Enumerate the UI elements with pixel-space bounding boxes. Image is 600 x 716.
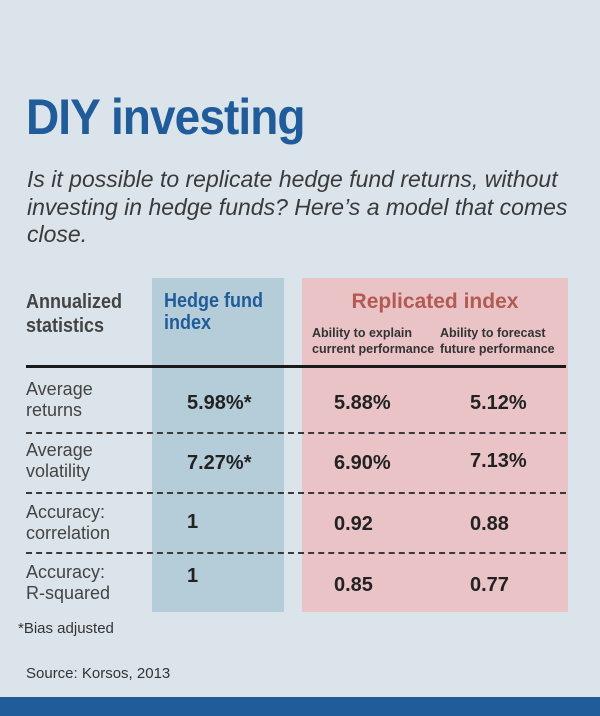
table-cell: 5.98%* bbox=[187, 392, 252, 414]
row-label-line2: returns bbox=[26, 399, 83, 420]
hedge-fund-header: Hedge fund index bbox=[164, 290, 263, 334]
explain-subheader: Ability to explain current performance bbox=[312, 326, 434, 357]
forecast-subheader-line1: Ability to forecast bbox=[440, 326, 546, 340]
table-cell: 0.85 bbox=[334, 574, 373, 596]
page-subtitle: Is it possible to replicate hedge fund r… bbox=[27, 166, 568, 248]
row-header-line2: statistics bbox=[26, 315, 105, 337]
forecast-subheader-line2: future performance bbox=[440, 341, 555, 356]
row-label-average-returns: Average returns bbox=[26, 379, 93, 420]
replicated-column-background bbox=[302, 278, 568, 612]
table-cell: 0.92 bbox=[334, 513, 373, 535]
row-divider bbox=[26, 552, 566, 554]
table-cell: 1 bbox=[187, 511, 199, 533]
row-divider bbox=[26, 432, 566, 434]
table-cell: 5.12% bbox=[470, 392, 527, 414]
row-label-line2: volatility bbox=[26, 460, 91, 481]
footnote: *Bias adjusted bbox=[18, 620, 114, 637]
source-note: Source: Korsos, 2013 bbox=[26, 665, 171, 682]
row-header-line1: Annualized bbox=[26, 291, 123, 313]
explain-subheader-line1: Ability to explain bbox=[312, 326, 413, 340]
table-cell: 7.27%* bbox=[187, 452, 252, 474]
row-label-line1: Average bbox=[26, 379, 93, 399]
bottom-bar bbox=[0, 697, 600, 716]
row-label-average-volatility: Average volatility bbox=[26, 440, 93, 481]
table-cell: 7.13% bbox=[470, 450, 527, 472]
replicated-index-header: Replicated index bbox=[351, 290, 519, 313]
row-label-line1: Accuracy: bbox=[26, 562, 106, 582]
explain-subheader-line2: current performance bbox=[312, 341, 435, 356]
page-title: DIY investing bbox=[26, 89, 306, 145]
table-cell: 5.88% bbox=[334, 392, 391, 414]
row-label-line2: correlation bbox=[26, 522, 111, 543]
row-label-line1: Average bbox=[26, 440, 93, 460]
table-cell: 1 bbox=[187, 565, 199, 587]
row-label-line1: Accuracy: bbox=[26, 502, 106, 522]
hedge-fund-header-line2: index bbox=[164, 312, 212, 334]
table-cell: 0.88 bbox=[470, 513, 509, 535]
hedge-fund-column-background bbox=[152, 278, 284, 612]
row-label-line2: R-squared bbox=[26, 582, 111, 603]
row-header: Annualized statistics bbox=[26, 290, 122, 338]
row-label-accuracy-correlation: Accuracy: correlation bbox=[26, 502, 110, 543]
table-cell: 0.77 bbox=[470, 574, 509, 596]
row-divider bbox=[26, 492, 566, 494]
hedge-fund-header-line1: Hedge fund bbox=[164, 290, 263, 312]
forecast-subheader: Ability to forecast future performance bbox=[440, 326, 555, 357]
header-rule bbox=[26, 365, 566, 368]
table-cell: 6.90% bbox=[334, 452, 391, 474]
row-label-accuracy-r-squared: Accuracy: R-squared bbox=[26, 562, 110, 603]
